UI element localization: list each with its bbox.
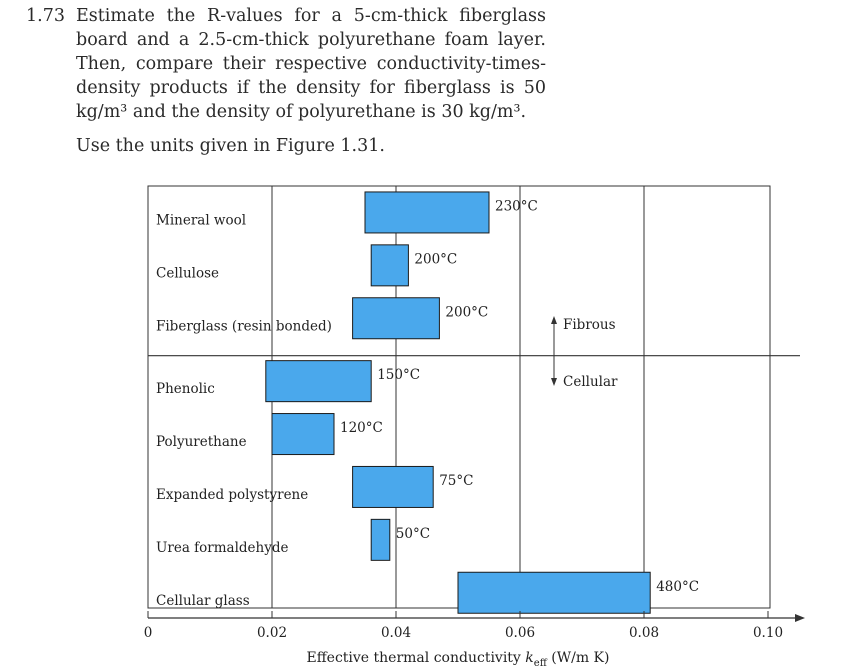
- range-bar: [364, 191, 490, 234]
- x-axis-title-main: Effective thermal conductivity: [307, 650, 526, 666]
- x-axis-title-subscript: eff: [534, 658, 548, 669]
- temperature-label: 120°C: [340, 420, 383, 436]
- x-tick-label: 0.06: [505, 625, 535, 641]
- range-bar: [457, 571, 651, 614]
- x-axis-title: Effective thermal conductivity keff (W/m…: [307, 650, 610, 669]
- x-axis-arrowhead: [795, 614, 805, 622]
- group-label-cellular: Cellular: [563, 374, 618, 390]
- category-label: Urea formaldehyde: [156, 540, 289, 556]
- chart-x-axis: 0 0.02 0.04 0.06 0.08 0.10: [144, 611, 805, 641]
- x-axis-title-units: (W/m K): [547, 650, 610, 666]
- chart-bars: [265, 191, 651, 614]
- chart-category-labels: Mineral wool Cellulose Fiberglass (resin b…: [156, 212, 332, 608]
- temperature-label: 200°C: [414, 251, 457, 267]
- range-bar: [370, 518, 391, 561]
- range-bar: [352, 465, 434, 508]
- range-bar: [271, 413, 335, 456]
- x-tick-label: 0: [144, 625, 153, 641]
- chart-group-indicator: Fibrous Cellular: [551, 316, 618, 390]
- category-label: Cellular glass: [156, 593, 250, 609]
- x-tick-label: 0.08: [629, 625, 659, 641]
- x-tick-label: 0.04: [381, 625, 411, 641]
- temperature-label: 50°C: [396, 526, 430, 542]
- group-label-fibrous: Fibrous: [563, 317, 616, 333]
- category-label: Expanded polystyrene: [156, 487, 308, 503]
- temperature-label: 150°C: [377, 367, 420, 383]
- problem-statement: 1.73 Estimate the R-values for a 5-cm-th…: [26, 4, 546, 158]
- problem-number: 1.73: [26, 6, 65, 26]
- x-tick-label: 0.10: [753, 625, 783, 641]
- group-arrow-down: [551, 378, 557, 386]
- temperature-label: 75°C: [439, 473, 473, 489]
- x-tick-label: 0.02: [257, 625, 287, 641]
- range-bar: [352, 297, 440, 340]
- category-label: Polyurethane: [156, 434, 247, 450]
- group-arrow-up: [551, 316, 557, 324]
- category-label: Cellulose: [156, 265, 219, 281]
- category-label: Mineral wool: [156, 212, 246, 228]
- category-label: Phenolic: [156, 381, 215, 397]
- chart-temperature-labels: 230°C 200°C 200°C 150°C 120°C 75°C 50°C 480°C: [340, 198, 699, 594]
- x-axis-title-symbol: k: [525, 650, 533, 666]
- category-label: Fiberglass (resin bonded): [156, 318, 332, 334]
- temperature-label: 230°C: [495, 198, 538, 214]
- range-bar: [370, 244, 409, 287]
- temperature-label: 200°C: [445, 304, 488, 320]
- range-bar: [265, 360, 372, 403]
- temperature-label: 480°C: [656, 579, 699, 595]
- problem-units-note: Use the units given in Figure 1.31.: [76, 136, 385, 156]
- problem-text: Estimate the R-values for a 5-cm-thick f…: [76, 6, 546, 122]
